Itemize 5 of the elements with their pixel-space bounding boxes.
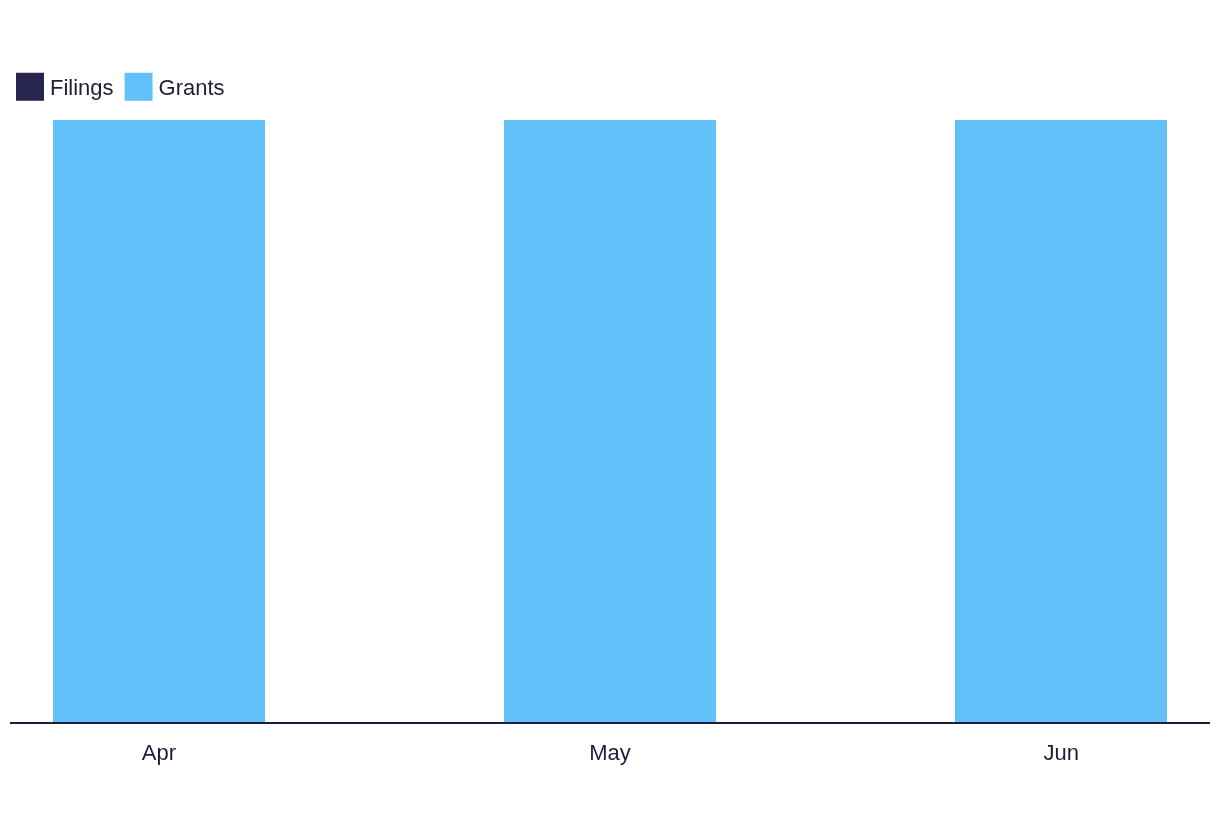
x-tick-label: Jun xyxy=(1043,740,1079,766)
legend-label: Grants xyxy=(158,75,225,101)
legend-label: Filings xyxy=(50,75,114,101)
x-tick-label: May xyxy=(589,740,631,766)
x-tick-label: Apr xyxy=(141,740,176,766)
